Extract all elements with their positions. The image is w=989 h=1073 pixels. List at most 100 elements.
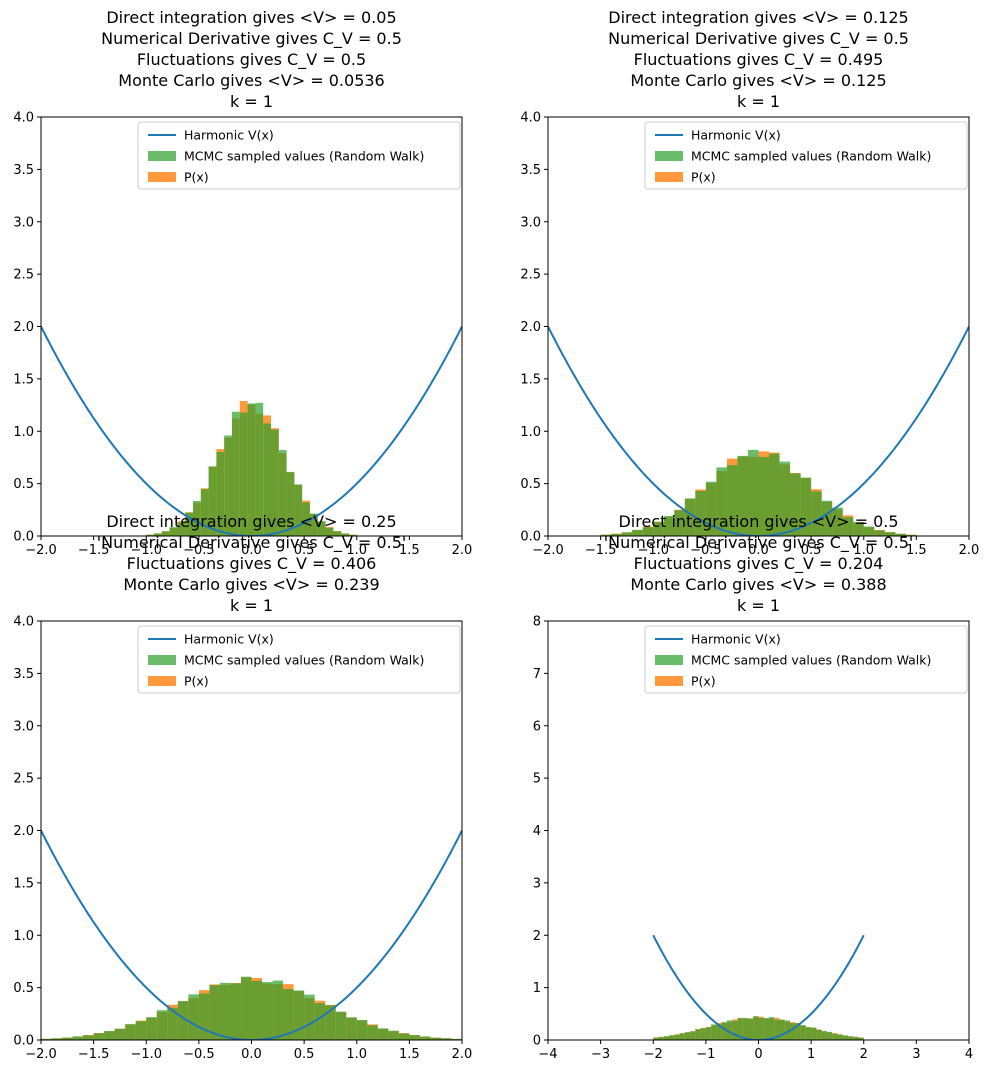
mcmc-bar [842, 517, 854, 536]
mcmc-bar [726, 1020, 733, 1040]
mcmc-bar [779, 461, 791, 536]
mcmc-bar [863, 526, 875, 536]
subplot-4: −4 −3 −2 −1 0 1 2 3 4 0 1 2 3 4 5 6 7 8 Direct integration… [533, 512, 973, 1062]
mcmc-bar [653, 521, 664, 536]
mcmc-bar [716, 1024, 722, 1040]
y-tick-label: 2 [533, 929, 541, 944]
plot-area [41, 830, 462, 1040]
chart-title-line: Direct integration gives <V> = 0.25 [106, 512, 396, 531]
mcmc-bar [758, 1017, 764, 1040]
mcmc-bar [335, 1011, 347, 1040]
mcmc-bar [600, 534, 612, 536]
harmonic-curve [41, 326, 462, 536]
chart-title-line: Direct integration gives <V> = 0.125 [608, 8, 908, 27]
mcmc-bar [419, 1036, 431, 1040]
mcmc-bar [146, 1017, 157, 1040]
mcmc-bar [742, 1017, 748, 1040]
mcmc-bar [83, 1035, 94, 1040]
y-tick-label: 2.5 [520, 268, 541, 283]
mcmc-bar [409, 1035, 420, 1040]
mcmc-bar [895, 533, 906, 536]
chart-title-line: Direct integration gives <V> = 0.05 [106, 8, 396, 27]
mcmc-bar [621, 532, 633, 536]
x-tick-label: −0.5 [690, 543, 722, 558]
mcmc-bar [663, 515, 675, 536]
legend: Harmonic V(x) MCMC sampled values (Random… [137, 121, 461, 190]
mcmc-bar [842, 1035, 848, 1040]
mcmc-bar [658, 1037, 664, 1040]
mcmc-bar [193, 500, 201, 536]
mcmc-bar [294, 484, 303, 536]
chart-title-line: Fluctuations gives C_V = 0.5 [137, 50, 366, 70]
legend-box [137, 625, 461, 694]
mcmc-bar [41, 1038, 52, 1040]
y-tick-label: 3.0 [13, 719, 34, 734]
x-tick-label: −2.0 [532, 543, 564, 558]
mcmc-bar [779, 1019, 785, 1040]
mcmc-bar [737, 455, 748, 536]
mcmc-bar [208, 466, 217, 536]
mcmc-bar [747, 449, 759, 536]
mcmc-bar [816, 1029, 822, 1040]
legend-swatch-mcmc [148, 151, 176, 161]
y-tick-label: 0.5 [520, 477, 541, 492]
mcmc-bar [278, 450, 287, 536]
y-tick-label: 1.0 [13, 425, 34, 440]
chart-title-line: 'Numerical Derivative gives C_V = 0.5' [97, 533, 407, 553]
mcmc-bar [795, 1023, 801, 1040]
y-tick-label: 3 [533, 876, 541, 891]
y-tick-label: 0.5 [13, 477, 34, 492]
mcmc-bar [674, 510, 685, 536]
legend: Harmonic V(x) MCMC sampled values (Random… [137, 625, 461, 694]
mcmc-bar [156, 1010, 168, 1040]
mcmc-bar [821, 500, 833, 536]
y-tick-label: 3.5 [520, 163, 541, 178]
mcmc-bar [348, 534, 357, 536]
harmonic-curve [652, 934, 865, 1040]
mcmc-bar [790, 473, 801, 536]
mcmc-bar [169, 527, 178, 536]
mcmc-bar [325, 1005, 336, 1040]
y-tick-label: 0 [533, 1034, 541, 1049]
y-tick-label: 1.0 [520, 425, 541, 440]
chart-title-line: 'Numerical Derivative gives C_V = 0.5' [604, 533, 914, 553]
mcmc-bar [325, 527, 334, 536]
mcmc-bar [758, 456, 770, 536]
y-tick-label: 2.0 [520, 320, 541, 335]
chart-title-line: Monte Carlo gives <V> = 0.239 [123, 575, 379, 594]
mcmc-bar [784, 1020, 791, 1040]
mcmc-bar [333, 531, 342, 536]
mcmc-bar [711, 1024, 717, 1040]
legend-label: P(x) [691, 170, 716, 185]
legend-swatch-mcmc [148, 655, 176, 665]
x-tick-label: 1.5 [399, 543, 420, 558]
chart-title-line: k = 1 [230, 596, 273, 615]
y-tick-label: 4.0 [13, 615, 34, 630]
mcmc-bar [837, 1034, 843, 1040]
chart-title-line: k = 1 [737, 92, 780, 111]
x-tick-label: −1.0 [130, 1047, 162, 1062]
mcmc-bar [177, 1001, 189, 1040]
y-tick-label: 7 [533, 667, 541, 682]
mcmc-bar [135, 1021, 147, 1040]
mcmc-bar [747, 1018, 754, 1040]
mcmc-bar [200, 489, 209, 536]
y-tick-label: 5 [533, 772, 541, 787]
mcmc-bar [247, 403, 256, 536]
mcmc-bar [177, 522, 186, 536]
x-tick-label: 4 [965, 1047, 973, 1062]
mcmc-bar [262, 981, 273, 1040]
x-tick-label: 1 [807, 1047, 815, 1062]
x-tick-label: 2 [860, 1047, 868, 1062]
mcmc-bar [72, 1036, 84, 1040]
mcmc-bar [847, 1036, 854, 1040]
legend-label: MCMC sampled values (Random Walk) [184, 653, 424, 668]
mcmc-bar [832, 507, 843, 536]
y-tick-label: 4 [533, 824, 541, 839]
mcmc-bar [811, 491, 822, 536]
y-tick-label: 2.0 [13, 824, 34, 839]
chart-title-line: Fluctuations gives C_V = 0.406 [127, 554, 377, 574]
mcmc-bar [440, 1038, 452, 1040]
mcmc-bar [224, 435, 233, 536]
